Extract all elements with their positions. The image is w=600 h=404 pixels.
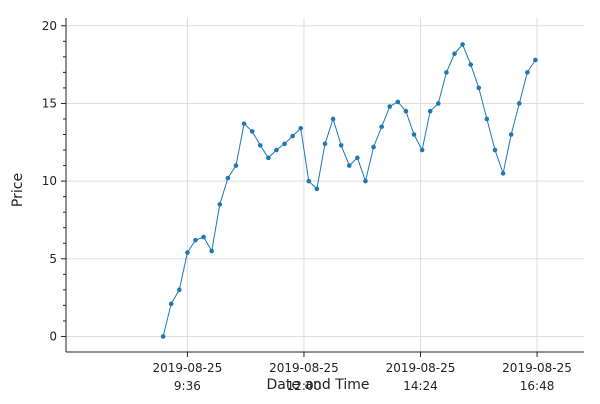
axis-labels: Date and Time Price [10,173,369,393]
data-point [516,101,522,106]
data-point [346,163,352,168]
data-point [338,143,344,148]
data-point [419,147,425,153]
y-tick-label: 20 [42,19,57,33]
y-tick-label: 10 [42,174,57,188]
data-point [379,124,384,130]
data-point [322,141,328,147]
data-point [209,248,214,254]
data-point [282,141,287,147]
price-series [160,42,538,339]
x-tick-label-time: 16:48 [520,379,555,393]
data-point [411,132,417,137]
data-point [233,163,239,168]
data-point [266,155,271,161]
x-tick-label-date: 2019-08-25 [153,361,223,375]
x-tick-label-date: 2019-08-25 [502,361,572,375]
data-point [387,104,393,109]
data-point [427,108,433,114]
y-tick-label: 15 [42,96,57,110]
data-point [371,144,376,150]
x-tick-label-time: 12:00 [287,379,322,393]
data-point [257,143,263,148]
y-tick-label: 0 [49,329,57,343]
data-point [193,237,198,243]
y-tick-label: 5 [49,252,57,266]
data-point [330,116,336,122]
data-point [274,147,279,153]
data-point [306,178,312,184]
x-tick-label-date: 2019-08-25 [386,361,456,375]
data-point [476,85,482,91]
data-point [492,147,498,153]
data-point [363,178,368,184]
axes: 0 5 10 15 20 2019-08-25 9:36 2019-08-25 12:00 201… [42,18,584,393]
x-axis-title: Date and Time [267,377,370,393]
data-point [468,62,473,67]
data-point [403,108,409,114]
x-tick-label-time: 9:36 [174,379,201,393]
data-point [160,334,166,339]
data-point [452,51,457,57]
data-point [290,133,295,139]
data-point [177,287,182,293]
data-point [225,175,231,181]
data-point [444,70,449,75]
x-tick-label-time: 14:24 [403,379,438,393]
data-point [249,129,255,134]
data-point [185,250,190,255]
data-point [525,70,530,75]
y-axis-title: Price [10,173,26,207]
data-point [436,101,441,106]
data-point [460,42,465,47]
data-point [314,186,320,192]
data-point [508,132,514,137]
data-point [241,121,247,126]
data-point [500,171,506,176]
data-point [355,155,360,161]
data-point [168,301,174,307]
data-point [217,202,223,207]
data-point [484,116,490,122]
data-point [201,234,206,240]
grid [66,18,584,352]
x-tick-label-date: 2019-08-25 [269,361,339,375]
data-point [533,57,538,63]
data-point [298,125,304,131]
data-point [395,99,401,105]
